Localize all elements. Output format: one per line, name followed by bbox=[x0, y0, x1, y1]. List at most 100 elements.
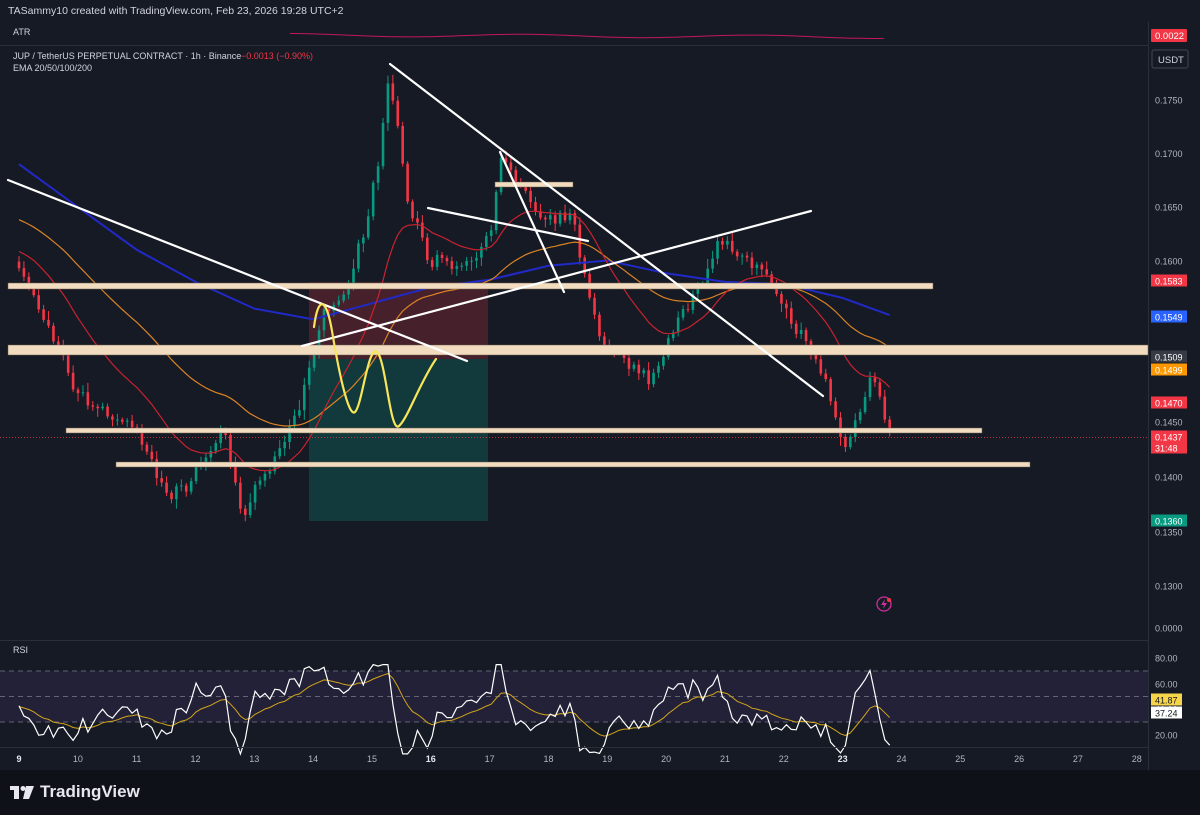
candle-body bbox=[627, 357, 631, 369]
candle-body bbox=[514, 169, 518, 184]
candle-body bbox=[455, 266, 459, 269]
atr-panel: ATR 0.0022 bbox=[0, 22, 1187, 44]
candle-body bbox=[96, 406, 100, 409]
candle-body bbox=[42, 309, 45, 320]
rsi-tick-label: 60.00 bbox=[1155, 680, 1178, 690]
time-tick-label: 15 bbox=[367, 754, 377, 764]
candle-body bbox=[834, 401, 837, 418]
candle-body bbox=[121, 419, 124, 422]
candle-body bbox=[534, 202, 537, 212]
candle-body bbox=[184, 485, 188, 492]
candle-body bbox=[435, 254, 439, 267]
chart-header: JUP / TetherUS PERPETUAL CONTRACT · 1h ·… bbox=[13, 51, 313, 73]
candle-body bbox=[878, 382, 882, 397]
candle-body bbox=[647, 370, 650, 385]
candle-body bbox=[175, 486, 178, 500]
candle-body bbox=[657, 365, 660, 373]
trend-line-1 bbox=[6, 178, 469, 363]
candle-body bbox=[548, 215, 552, 220]
candle-body bbox=[430, 260, 434, 267]
currency-button[interactable]: USDT bbox=[1151, 49, 1189, 69]
candle-body bbox=[293, 415, 296, 426]
rsi-pane: RSI bbox=[0, 645, 1148, 756]
price-tick-label: 0.1350 bbox=[1155, 528, 1183, 538]
candle-body bbox=[135, 427, 139, 429]
candle-body bbox=[366, 216, 370, 238]
candle-body bbox=[57, 341, 60, 346]
candle-body bbox=[799, 330, 803, 334]
svg-text:0.0022: 0.0022 bbox=[1155, 31, 1184, 42]
price-badge: 0.1360 bbox=[1151, 514, 1187, 527]
candle-body bbox=[81, 392, 85, 394]
candle-body bbox=[755, 264, 759, 269]
candle-body bbox=[401, 126, 404, 164]
chart-canvas[interactable]: ATR 0.0022 bbox=[0, 0, 1200, 770]
time-tick-label: 10 bbox=[73, 754, 83, 764]
ema-20-line bbox=[18, 210, 891, 472]
price-badge: 0.1549 bbox=[1151, 310, 1187, 323]
candle-body bbox=[578, 224, 582, 258]
candle-body bbox=[243, 508, 247, 516]
candle-body bbox=[671, 332, 675, 339]
candle-body bbox=[770, 274, 773, 286]
time-tick-label: 19 bbox=[602, 754, 612, 764]
trend-line-5 bbox=[498, 150, 566, 294]
candle-body bbox=[888, 419, 891, 433]
candle-body bbox=[396, 100, 400, 127]
price-badge: 0.1437 bbox=[1151, 430, 1187, 443]
candle-body bbox=[509, 162, 513, 170]
candle-body bbox=[470, 260, 473, 262]
candle-body bbox=[145, 444, 149, 452]
candle-body bbox=[337, 300, 341, 305]
candle-body bbox=[460, 265, 464, 267]
candle-body bbox=[406, 163, 409, 202]
candle-body bbox=[298, 410, 301, 416]
candle-body bbox=[790, 308, 793, 324]
atr-line bbox=[290, 33, 885, 39]
price-badge: 0.1509 bbox=[1151, 350, 1187, 363]
candle-body bbox=[27, 276, 31, 285]
candle-body bbox=[416, 218, 419, 223]
candle-body bbox=[730, 240, 734, 252]
time-axis[interactable]: 9 10 11 12 13 14 15 16 17 18 19 20 21 22 23 24 25 26 27 28 bbox=[16, 754, 1141, 764]
candle-body bbox=[283, 441, 286, 449]
candle-body bbox=[253, 484, 257, 503]
candle-body bbox=[824, 373, 828, 380]
candle-body bbox=[352, 268, 355, 285]
candle-body bbox=[342, 294, 345, 301]
price-tick-label: 0.1300 bbox=[1155, 582, 1183, 592]
time-tick-label: 26 bbox=[1014, 754, 1024, 764]
candle-body bbox=[598, 314, 601, 337]
candle-body bbox=[421, 222, 424, 238]
candle-body bbox=[165, 482, 168, 493]
svg-text:37.24: 37.24 bbox=[1155, 709, 1178, 719]
lightning-icon[interactable] bbox=[876, 596, 892, 612]
candle-body bbox=[863, 397, 867, 413]
candle-body bbox=[721, 240, 724, 245]
candle-body bbox=[504, 158, 508, 163]
svg-text:41.87: 41.87 bbox=[1155, 696, 1178, 706]
candle-body bbox=[814, 353, 818, 360]
candle-body bbox=[706, 268, 709, 285]
candle-body bbox=[529, 190, 532, 203]
candle-body bbox=[839, 417, 842, 437]
price-axis[interactable]: 0.1750 0.1700 0.1650 0.1600 0.1450 0.1400 0.13… bbox=[1155, 96, 1183, 634]
candle-body bbox=[278, 448, 282, 457]
candle-body bbox=[445, 257, 449, 262]
candle-body bbox=[194, 466, 198, 482]
candle-body bbox=[593, 297, 596, 315]
svg-text:0.1499: 0.1499 bbox=[1155, 366, 1183, 376]
tradingview-logo: TradingView bbox=[10, 782, 140, 802]
price-tick-label: 0.1400 bbox=[1155, 473, 1183, 483]
time-tick-label: 9 bbox=[16, 754, 21, 764]
rsi-tick-label: 20.00 bbox=[1155, 731, 1178, 741]
candle-body bbox=[91, 405, 95, 407]
candle-body bbox=[101, 406, 104, 409]
price-tick-label: 0.1750 bbox=[1155, 96, 1183, 106]
svg-text:USDT: USDT bbox=[1158, 55, 1184, 66]
candle-body bbox=[66, 355, 70, 373]
candle-body bbox=[573, 213, 577, 225]
support-zone-1 bbox=[65, 427, 983, 434]
trend-lines bbox=[6, 62, 825, 398]
candle-body bbox=[794, 323, 798, 334]
